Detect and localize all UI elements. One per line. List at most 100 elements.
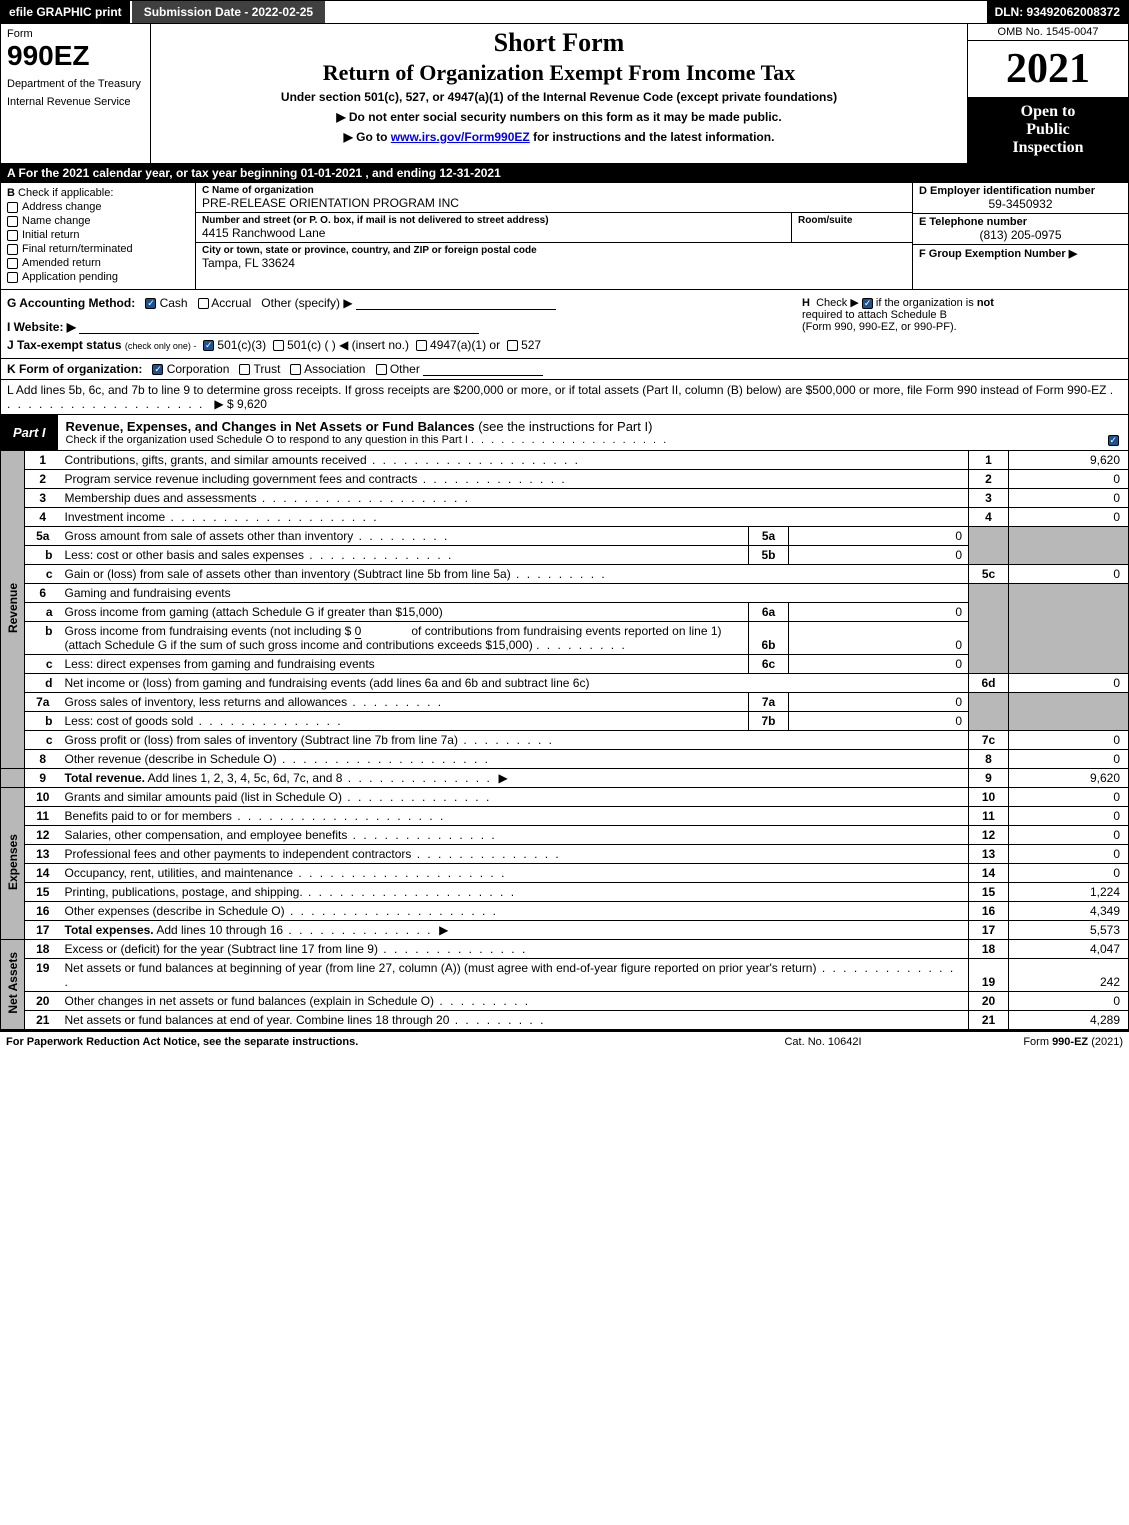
cb-4947[interactable] <box>416 340 427 351</box>
line-6: 6 Gaming and fundraising events <box>1 584 1129 603</box>
street-row: Number and street (or P. O. box, if mail… <box>196 213 912 243</box>
form-header: Form 990EZ Department of the Treasury In… <box>0 24 1129 164</box>
lbl-501c3: 501(c)(3) <box>217 338 266 352</box>
sub-amt: 0 <box>789 603 969 622</box>
org-name-row: C Name of organization PRE-RELEASE ORIEN… <box>196 183 912 213</box>
sub-amt: 0 <box>789 622 969 655</box>
line-num: c <box>25 731 61 750</box>
tel-label: E Telephone number <box>919 216 1122 228</box>
dots-icon <box>458 733 554 747</box>
city-label: City or town, state or province, country… <box>202 245 906 256</box>
desc-text: Benefits paid to or for members <box>65 809 232 823</box>
cb-initial-return[interactable]: Initial return <box>7 229 189 241</box>
cb-association[interactable] <box>290 364 301 375</box>
desc-text: Professional fees and other payments to … <box>65 847 412 861</box>
line-desc: Less: cost or other basis and sales expe… <box>61 546 749 565</box>
gray-amt <box>1009 527 1129 565</box>
desc-text: Net assets or fund balances at beginning… <box>65 961 817 975</box>
dots-icon <box>411 847 560 861</box>
row-k: K Form of organization: Corporation Trus… <box>0 359 1129 380</box>
top-bar: efile GRAPHIC print Submission Date - 20… <box>0 0 1129 24</box>
part-i-checkbox[interactable] <box>1108 435 1119 446</box>
b-check-if: Check if applicable: <box>18 187 113 199</box>
line-18: Net Assets 18 Excess or (deficit) for th… <box>1 940 1129 959</box>
cb-corporation[interactable] <box>152 364 163 375</box>
cb-amended-return[interactable]: Amended return <box>7 257 189 269</box>
goto-post: for instructions and the latest informat… <box>530 130 775 144</box>
other-org-blank <box>423 362 543 376</box>
irs-link[interactable]: www.irs.gov/Form990EZ <box>391 130 530 144</box>
line-15: 15 Printing, publications, postage, and … <box>1 883 1129 902</box>
sub-amt: 0 <box>789 655 969 674</box>
goto-notice: ▶ Go to www.irs.gov/Form990EZ for instru… <box>159 130 959 144</box>
line-amt: 4,047 <box>1009 940 1129 959</box>
cb-final-return[interactable]: Final return/terminated <box>7 243 189 255</box>
line-num: 20 <box>25 992 61 1011</box>
part-i-sub: Check if the organization used Schedule … <box>66 434 1090 446</box>
line-12: 12 Salaries, other compensation, and emp… <box>1 826 1129 845</box>
dots-icon <box>283 923 432 937</box>
gray-amt <box>1009 584 1129 674</box>
cb-trust[interactable] <box>239 364 250 375</box>
short-form-title: Short Form <box>159 28 959 58</box>
line-num: 4 <box>25 508 61 527</box>
cb-527[interactable] <box>507 340 518 351</box>
h-text4: (Form 990, 990-EZ, or 990-PF). <box>802 321 957 333</box>
org-name-value: PRE-RELEASE ORIENTATION PROGRAM INC <box>202 196 906 210</box>
footer-right-pre: Form <box>1023 1036 1052 1048</box>
dots-icon <box>347 695 443 709</box>
section-bcd: B Check if applicable: Address change Na… <box>0 183 1129 290</box>
line-num: b <box>25 546 61 565</box>
cb-name-change[interactable]: Name change <box>7 215 189 227</box>
open-line1: Open to <box>972 103 1124 121</box>
lbl-corporation: Corporation <box>167 362 230 376</box>
form-title-block: Short Form Return of Organization Exempt… <box>151 24 968 163</box>
line-desc: Gross amount from sale of assets other t… <box>61 527 749 546</box>
cb-label: Name change <box>22 215 91 227</box>
desc-text: Gross sales of inventory, less returns a… <box>65 695 348 709</box>
h-text3: required to attach Schedule B <box>802 309 947 321</box>
arrow-icon: ▶ <box>439 923 448 937</box>
line-num: b <box>25 622 61 655</box>
line-num: 8 <box>25 750 61 769</box>
dots-icon <box>511 567 607 581</box>
footer-left: For Paperwork Reduction Act Notice, see … <box>6 1036 723 1048</box>
cb-address-change[interactable]: Address change <box>7 201 189 213</box>
cb-application-pending[interactable]: Application pending <box>7 271 189 283</box>
h-checkbox[interactable] <box>862 298 873 309</box>
line-num: 12 <box>25 826 61 845</box>
website-blank <box>79 320 479 334</box>
line-num: 7a <box>25 693 61 712</box>
efile-print-label[interactable]: efile GRAPHIC print <box>1 1 130 23</box>
sub-ref: 7a <box>749 693 789 712</box>
cb-501c[interactable] <box>273 340 284 351</box>
cb-other-org[interactable] <box>376 364 387 375</box>
netassets-text: Net Assets <box>6 952 20 1014</box>
line-desc: Gross income from gaming (attach Schedul… <box>61 603 749 622</box>
h-text2: if the organization is <box>876 297 974 309</box>
part-i-table: Revenue 1 Contributions, gifts, grants, … <box>0 451 1129 1030</box>
cash-checkbox[interactable] <box>145 298 156 309</box>
line-ref: 21 <box>969 1011 1009 1030</box>
footer-right-post: (2021) <box>1088 1036 1123 1048</box>
dots-icon <box>193 714 342 728</box>
cb-501c3[interactable] <box>203 340 214 351</box>
desc-text: Gross profit or (loss) from sales of inv… <box>65 733 458 747</box>
other-blank <box>356 296 556 310</box>
line-amt: 0 <box>1009 565 1129 584</box>
part-i-title: Revenue, Expenses, and Changes in Net As… <box>66 419 475 434</box>
gray-ref <box>969 527 1009 565</box>
city-row: City or town, state or province, country… <box>196 243 912 272</box>
l-text: L Add lines 5b, 6c, and 7b to line 9 to … <box>7 383 1106 397</box>
lbl-527: 527 <box>521 338 541 352</box>
l-amount: ▶ $ 9,620 <box>214 397 267 411</box>
line-num: 9 <box>25 769 61 788</box>
part-i-title-sub: (see the instructions for Part I) <box>478 419 652 434</box>
room-label: Room/suite <box>798 215 906 226</box>
cb-label: Final return/terminated <box>22 243 133 255</box>
line-6d: d Net income or (loss) from gaming and f… <box>1 674 1129 693</box>
expenses-side-label: Expenses <box>1 788 25 940</box>
line-4: 4 Investment income 4 0 <box>1 508 1129 527</box>
h-letter: H <box>802 297 810 309</box>
accrual-checkbox[interactable] <box>198 298 209 309</box>
